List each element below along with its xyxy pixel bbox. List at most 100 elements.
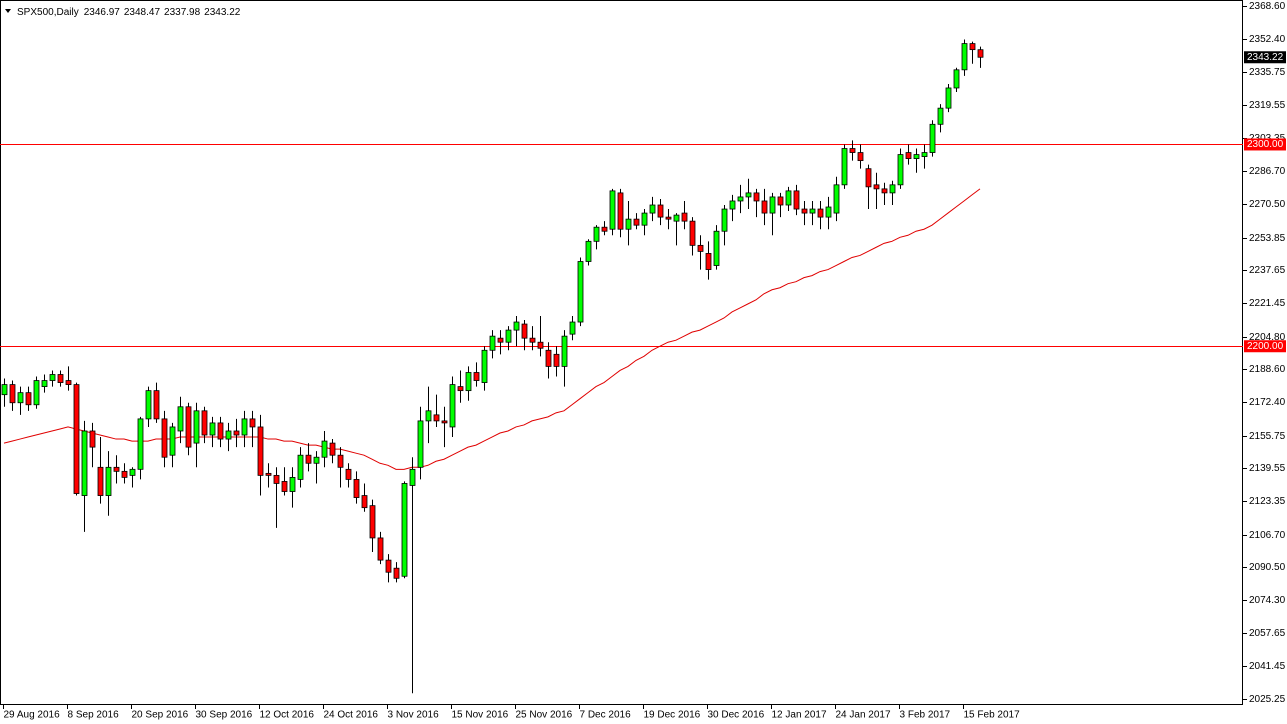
candle-body (137, 418, 144, 470)
candle-body (361, 495, 368, 509)
y-tick-label: 2286.70 (1249, 166, 1286, 177)
candle-body (473, 372, 480, 381)
y-tick-label: 2172.40 (1249, 397, 1286, 408)
candle-body (713, 230, 720, 266)
level-label-box (1244, 138, 1286, 151)
candle-body (705, 253, 712, 270)
candle-body (425, 410, 432, 422)
candle-body (577, 261, 584, 323)
candle-body (129, 468, 136, 476)
candle-body (961, 43, 968, 71)
chart-title: SPX500,Daily (17, 7, 79, 18)
candle-body (409, 468, 416, 486)
x-tick-label: 15 Feb 2017 (964, 710, 1021, 721)
y-tick-label: 2155.75 (1249, 431, 1286, 442)
candle-body (97, 466, 104, 496)
candle-body (145, 390, 152, 420)
candle-body (193, 410, 200, 444)
candle-body (569, 321, 576, 335)
high-value: 2348.47 (124, 7, 161, 18)
candle-body (785, 190, 792, 206)
candle-body (953, 69, 960, 89)
candle-body (945, 87, 952, 109)
candle-body (617, 192, 624, 230)
x-tick-label: 12 Jan 2017 (772, 710, 827, 721)
candle-body (401, 483, 408, 577)
candle-body (801, 208, 808, 214)
candle-body (537, 341, 544, 349)
x-tick-label: 7 Dec 2016 (580, 710, 632, 721)
x-tick-label: 3 Feb 2017 (900, 710, 951, 721)
y-tick-label: 2123.35 (1249, 496, 1286, 507)
candle-body (153, 390, 160, 420)
y-tick-label: 2025.25 (1249, 694, 1286, 705)
level-label: 2200.00 (1247, 341, 1284, 352)
candle-body (345, 468, 352, 480)
y-tick-label: 2368.60 (1249, 1, 1286, 12)
y-tick-label: 2204.80 (1249, 332, 1286, 343)
x-tick-label: 3 Nov 2016 (388, 710, 440, 721)
candle-body (649, 204, 656, 214)
candle-body (257, 426, 264, 476)
candle-body (57, 374, 64, 383)
candle-body (1, 384, 8, 396)
candle-body (825, 206, 832, 218)
candle-body (769, 196, 776, 214)
x-tick-label: 30 Sep 2016 (196, 710, 253, 721)
candle-body (521, 323, 528, 339)
candle-body (369, 505, 376, 539)
candle-body (513, 321, 520, 331)
title-arrow (5, 9, 11, 13)
candle-body (809, 208, 816, 214)
candle-body (89, 430, 96, 448)
candle-body (737, 196, 744, 202)
candle-body (449, 384, 456, 428)
y-tick-label: 2270.50 (1249, 199, 1286, 210)
candle-body (857, 152, 864, 162)
candle-body (289, 476, 296, 492)
candle-body (265, 472, 272, 476)
candle-body (553, 353, 560, 367)
candle-body (201, 410, 208, 436)
level-label: 2300.00 (1247, 139, 1284, 150)
y-tick-label: 2253.85 (1249, 233, 1286, 244)
candle-body (433, 414, 440, 422)
candle-body (377, 537, 384, 561)
candle-body (601, 226, 608, 232)
x-tick-label: 20 Sep 2016 (132, 710, 189, 721)
candle-body (385, 559, 392, 573)
candle-body (937, 107, 944, 125)
candle-body (529, 337, 536, 343)
candle-body (297, 454, 304, 480)
close-value: 2343.22 (204, 7, 241, 18)
x-tick-label: 15 Nov 2016 (452, 710, 509, 721)
candle-body (73, 384, 80, 494)
candle-body (113, 466, 120, 472)
candle-body (977, 49, 984, 58)
candle-body (9, 384, 16, 404)
candle-body (49, 374, 56, 381)
candle-body (761, 200, 768, 214)
candle-body (337, 454, 344, 468)
candle-body (225, 430, 232, 440)
candle-body (241, 418, 248, 436)
candle-body (593, 226, 600, 242)
candle-body (625, 218, 632, 230)
candle-body (41, 380, 48, 387)
candle-body (697, 244, 704, 252)
y-tick-label: 2106.70 (1249, 530, 1286, 541)
candle-body (17, 392, 24, 404)
candle-body (545, 349, 552, 367)
candle-body (657, 204, 664, 218)
x-tick-label: 12 Oct 2016 (260, 710, 315, 721)
y-tick-label: 2139.55 (1249, 463, 1286, 474)
x-tick-label: 30 Dec 2016 (708, 710, 765, 721)
candle-body (833, 184, 840, 214)
candle-body (897, 154, 904, 186)
candle-body (465, 372, 472, 392)
candle-body (905, 152, 912, 159)
y-tick-label: 2074.30 (1249, 595, 1286, 606)
y-tick-label: 2335.75 (1249, 67, 1286, 78)
candle-body (457, 386, 464, 392)
